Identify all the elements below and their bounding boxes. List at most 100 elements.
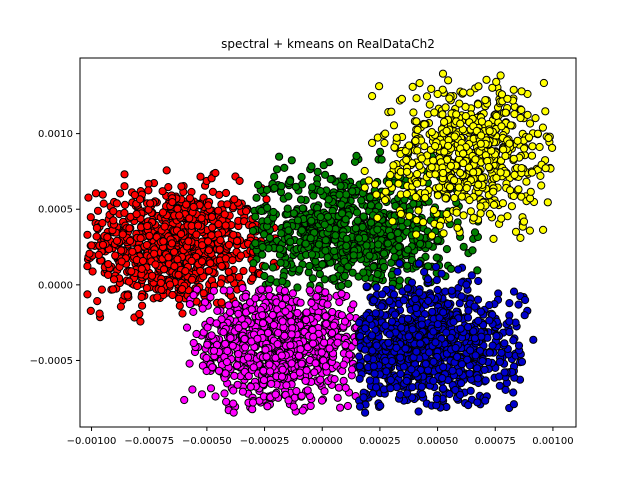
data-point bbox=[354, 234, 363, 243]
data-point bbox=[529, 335, 538, 344]
data-point bbox=[482, 75, 491, 84]
data-point bbox=[93, 206, 103, 215]
data-point bbox=[196, 172, 205, 181]
data-point bbox=[306, 401, 315, 411]
data-point bbox=[109, 216, 118, 225]
data-point bbox=[185, 300, 194, 309]
data-point bbox=[204, 201, 213, 210]
data-point bbox=[318, 260, 327, 269]
data-point bbox=[428, 307, 437, 316]
data-point bbox=[125, 224, 134, 233]
data-point bbox=[386, 231, 395, 240]
data-point bbox=[385, 297, 394, 306]
data-point bbox=[109, 207, 118, 216]
data-point bbox=[427, 84, 436, 94]
data-point bbox=[307, 216, 316, 225]
data-point bbox=[474, 180, 483, 189]
data-point bbox=[316, 375, 325, 384]
data-point bbox=[520, 144, 529, 153]
data-point bbox=[355, 402, 365, 411]
data-point bbox=[402, 155, 411, 164]
data-point bbox=[325, 344, 334, 353]
data-point bbox=[402, 189, 411, 199]
data-point bbox=[378, 290, 387, 299]
data-point bbox=[277, 182, 286, 191]
data-point bbox=[168, 198, 177, 207]
data-point bbox=[308, 183, 317, 192]
data-point bbox=[352, 151, 361, 160]
data-point bbox=[117, 246, 126, 255]
data-point bbox=[395, 390, 405, 399]
data-point bbox=[173, 204, 182, 213]
data-point bbox=[496, 168, 505, 177]
data-point bbox=[273, 340, 282, 349]
data-point bbox=[431, 262, 441, 272]
data-point bbox=[264, 328, 273, 337]
data-point bbox=[297, 359, 306, 368]
data-point bbox=[485, 127, 494, 136]
data-point bbox=[263, 203, 272, 212]
data-point bbox=[420, 267, 429, 277]
data-point bbox=[360, 166, 369, 176]
data-point bbox=[192, 230, 201, 239]
data-point bbox=[336, 403, 345, 412]
data-point bbox=[293, 283, 302, 292]
data-point bbox=[485, 316, 494, 325]
data-point bbox=[234, 349, 243, 359]
data-point bbox=[259, 366, 268, 375]
data-point bbox=[86, 213, 95, 222]
data-point bbox=[380, 249, 389, 258]
data-point bbox=[206, 259, 215, 268]
data-point bbox=[415, 161, 424, 170]
data-point bbox=[381, 187, 390, 196]
data-point bbox=[321, 246, 330, 255]
data-point bbox=[211, 168, 220, 178]
data-point bbox=[442, 209, 451, 219]
data-point bbox=[248, 274, 257, 283]
data-point bbox=[513, 136, 522, 145]
data-point bbox=[143, 221, 152, 231]
data-point bbox=[544, 134, 553, 143]
data-point bbox=[224, 301, 233, 310]
data-point bbox=[321, 288, 330, 297]
data-point bbox=[367, 331, 377, 340]
data-point bbox=[456, 119, 465, 128]
data-point bbox=[411, 136, 420, 145]
data-point bbox=[413, 146, 422, 155]
data-point bbox=[514, 341, 524, 350]
data-point bbox=[264, 285, 273, 294]
data-point bbox=[365, 251, 374, 260]
data-point bbox=[422, 92, 432, 101]
data-point bbox=[287, 156, 296, 165]
data-point bbox=[248, 405, 257, 414]
data-point bbox=[127, 267, 136, 276]
data-point bbox=[489, 200, 499, 209]
data-point bbox=[511, 227, 521, 236]
data-point bbox=[178, 309, 187, 318]
data-point bbox=[397, 323, 406, 332]
data-point bbox=[271, 390, 280, 399]
data-point bbox=[188, 385, 197, 394]
data-point bbox=[466, 386, 475, 395]
data-point bbox=[174, 270, 183, 279]
data-point bbox=[295, 265, 304, 274]
data-point bbox=[287, 330, 296, 339]
data-point bbox=[261, 345, 270, 354]
data-point bbox=[222, 357, 231, 367]
data-point bbox=[284, 192, 293, 201]
data-point bbox=[308, 274, 317, 283]
data-point bbox=[412, 117, 421, 126]
data-point bbox=[307, 250, 317, 259]
data-point bbox=[207, 231, 216, 240]
data-point bbox=[296, 345, 305, 354]
data-point bbox=[252, 193, 261, 202]
data-point bbox=[517, 105, 526, 115]
data-point bbox=[432, 276, 441, 285]
data-point bbox=[164, 183, 173, 192]
data-point bbox=[287, 359, 296, 368]
data-point bbox=[208, 187, 217, 196]
data-point bbox=[197, 257, 207, 266]
data-point bbox=[242, 207, 251, 216]
x-tick-label: −0.00100 bbox=[67, 436, 117, 447]
data-point bbox=[228, 256, 237, 265]
